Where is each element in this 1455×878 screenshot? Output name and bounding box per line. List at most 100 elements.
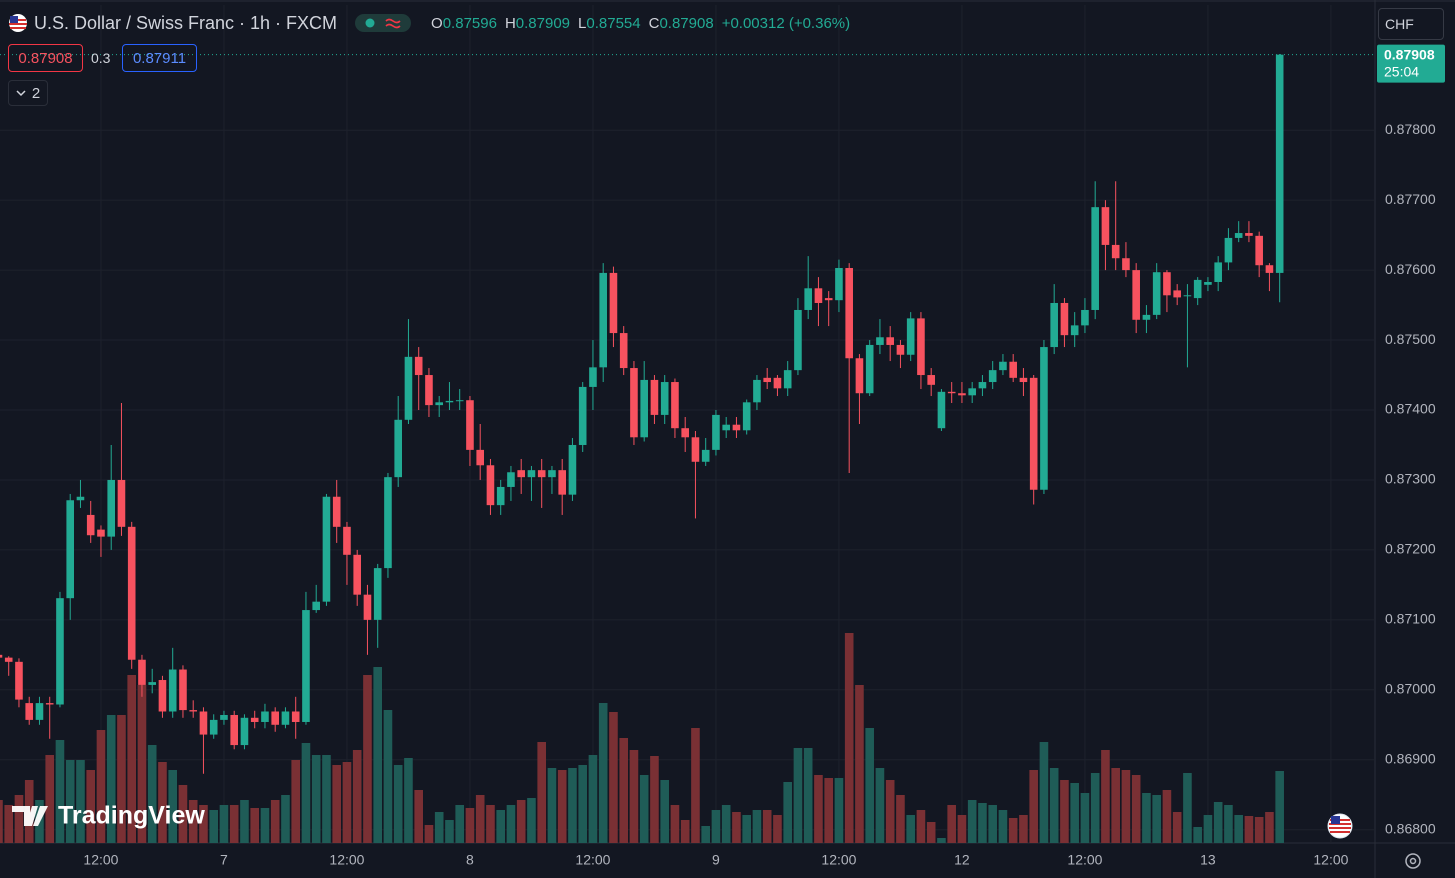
low-label: L <box>578 14 587 32</box>
candle-body <box>179 669 187 711</box>
candle-body <box>1255 235 1263 266</box>
candle-body <box>445 400 454 403</box>
volume-bar <box>906 815 915 843</box>
candle-body <box>466 400 474 450</box>
volume-bar <box>414 790 424 843</box>
indicator-count: 2 <box>31 84 41 102</box>
candle-body <box>1163 272 1171 296</box>
bar-countdown: 25:04 <box>1384 63 1419 79</box>
candle-body <box>86 514 95 536</box>
legend-header: U.S. Dollar / Swiss Franc · 1h · FXCM O0… <box>8 10 850 36</box>
settings-ring[interactable] <box>1405 853 1421 869</box>
status-pill[interactable] <box>355 14 412 32</box>
candle-body <box>404 356 413 420</box>
chevron <box>16 90 26 97</box>
volume-bar <box>219 805 229 843</box>
candle-body <box>1234 233 1243 238</box>
volume-bar <box>855 685 864 843</box>
volume-bar <box>455 805 464 843</box>
volume-bar <box>209 810 219 843</box>
candle-body <box>240 717 249 746</box>
currency[interactable]: CHF <box>1385 16 1414 32</box>
candle-body <box>291 711 300 722</box>
settings-center[interactable] <box>1409 857 1417 865</box>
candle-body <box>968 388 976 396</box>
y-tick-label: 0.87100 <box>1385 611 1436 627</box>
volume-bar <box>516 800 526 843</box>
candle-body <box>855 358 864 394</box>
volume-bar <box>311 755 321 843</box>
volume-bar <box>547 768 557 843</box>
candle-body <box>384 477 392 569</box>
buy-button[interactable]: 0.87911 <box>122 44 197 72</box>
x-tick-label: 12:00 <box>821 852 856 868</box>
candle-body <box>558 470 566 495</box>
candle-body <box>281 711 290 725</box>
candle-body <box>650 379 659 415</box>
volume-bar <box>383 710 393 843</box>
volume-bar <box>742 815 751 843</box>
volume-bar <box>875 768 885 843</box>
candle-body <box>127 526 136 660</box>
volume-bar <box>404 758 413 843</box>
candle-body <box>865 344 874 394</box>
y-tick-label: 0.87700 <box>1385 191 1436 207</box>
volume-bar <box>496 810 505 843</box>
candle-body <box>189 710 198 712</box>
candle-body <box>1101 207 1110 245</box>
volume-bar <box>475 795 485 843</box>
candle-body <box>722 424 730 431</box>
x-tick-label: 13 <box>1200 852 1216 868</box>
indicator-toggle[interactable]: 2 <box>8 80 48 106</box>
candle-body <box>1029 377 1038 490</box>
candle-body <box>230 714 239 746</box>
candle-body <box>630 368 638 438</box>
currency-button[interactable]: CHF <box>1378 8 1444 40</box>
volume-bar <box>1142 793 1151 843</box>
candle-body <box>45 703 54 705</box>
candle-body <box>999 361 1007 371</box>
candle-body <box>1173 290 1181 298</box>
volume-bar <box>424 825 434 843</box>
brand-icon <box>12 806 48 826</box>
volume-bar <box>342 762 352 843</box>
candle-body <box>353 554 362 595</box>
volume-bar <box>793 748 803 843</box>
candle-body <box>1081 309 1089 326</box>
volume-bar <box>568 768 577 843</box>
sell-button[interactable]: 0.87908 <box>8 44 83 72</box>
open-label: O <box>431 14 443 32</box>
volume-bar <box>814 775 823 843</box>
flag-canton <box>1331 816 1340 824</box>
volume-bar <box>660 780 669 843</box>
candle-body <box>66 500 75 599</box>
candle-body <box>363 594 372 620</box>
candle-body <box>76 496 85 501</box>
candle-body <box>425 375 433 406</box>
settings-icon[interactable] <box>1405 853 1421 869</box>
volume-bar <box>1060 780 1069 843</box>
volume-bar <box>926 822 936 843</box>
volume-bar <box>1131 775 1141 843</box>
volume-bar <box>168 770 178 843</box>
candle-body <box>1009 361 1017 378</box>
y-tick-label: 0.87000 <box>1385 681 1436 697</box>
volume-bar <box>1039 742 1049 843</box>
volume-bar <box>1152 795 1161 843</box>
candle-body <box>1142 314 1151 320</box>
volume-bar <box>1101 750 1110 843</box>
volume-bar <box>834 778 844 843</box>
volume-bar <box>1203 815 1213 843</box>
candle-body <box>640 379 648 438</box>
candle-body <box>578 386 587 445</box>
candle-body <box>517 470 525 478</box>
symbol-title[interactable]: U.S. Dollar / Swiss Franc · 1h · FXCM <box>34 12 338 33</box>
candle-body <box>763 377 771 383</box>
volume-bar <box>957 815 967 843</box>
volume-bar <box>1121 770 1131 843</box>
y-tick-label: 0.87500 <box>1385 331 1436 347</box>
volume-bar <box>86 770 96 843</box>
volume-bar <box>670 805 680 843</box>
